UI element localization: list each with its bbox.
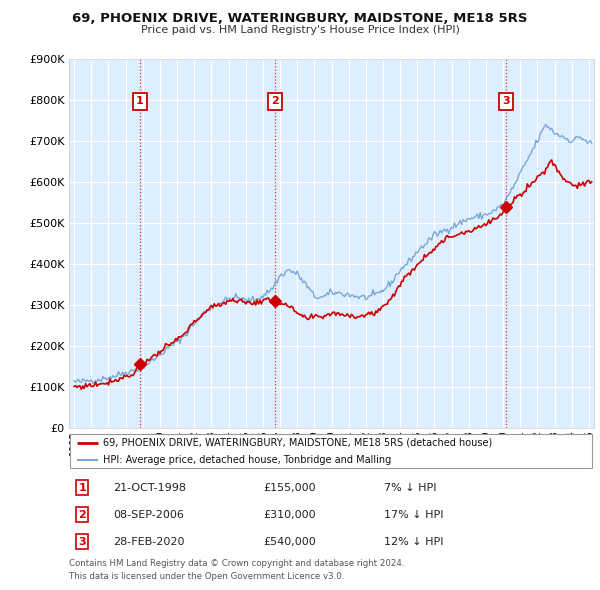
- Text: 3: 3: [79, 536, 86, 546]
- FancyBboxPatch shape: [70, 434, 592, 468]
- Text: 1: 1: [136, 96, 143, 106]
- Text: Price paid vs. HM Land Registry's House Price Index (HPI): Price paid vs. HM Land Registry's House …: [140, 25, 460, 35]
- Text: Contains HM Land Registry data © Crown copyright and database right 2024.
This d: Contains HM Land Registry data © Crown c…: [69, 559, 404, 581]
- Text: 28-FEB-2020: 28-FEB-2020: [113, 536, 185, 546]
- Text: 12% ↓ HPI: 12% ↓ HPI: [384, 536, 443, 546]
- Text: 69, PHOENIX DRIVE, WATERINGBURY, MAIDSTONE, ME18 5RS (detached house): 69, PHOENIX DRIVE, WATERINGBURY, MAIDSTO…: [103, 438, 493, 448]
- Text: HPI: Average price, detached house, Tonbridge and Malling: HPI: Average price, detached house, Tonb…: [103, 455, 391, 465]
- Text: £540,000: £540,000: [263, 536, 316, 546]
- Text: 7% ↓ HPI: 7% ↓ HPI: [384, 483, 437, 493]
- Text: 21-OCT-1998: 21-OCT-1998: [113, 483, 187, 493]
- Text: 2: 2: [78, 510, 86, 520]
- Text: 08-SEP-2006: 08-SEP-2006: [113, 510, 185, 520]
- Text: £310,000: £310,000: [263, 510, 316, 520]
- Text: 69, PHOENIX DRIVE, WATERINGBURY, MAIDSTONE, ME18 5RS: 69, PHOENIX DRIVE, WATERINGBURY, MAIDSTO…: [72, 12, 528, 25]
- Text: 1: 1: [78, 483, 86, 493]
- Text: 2: 2: [271, 96, 278, 106]
- Text: 3: 3: [502, 96, 509, 106]
- Text: 17% ↓ HPI: 17% ↓ HPI: [384, 510, 443, 520]
- Text: £155,000: £155,000: [263, 483, 316, 493]
